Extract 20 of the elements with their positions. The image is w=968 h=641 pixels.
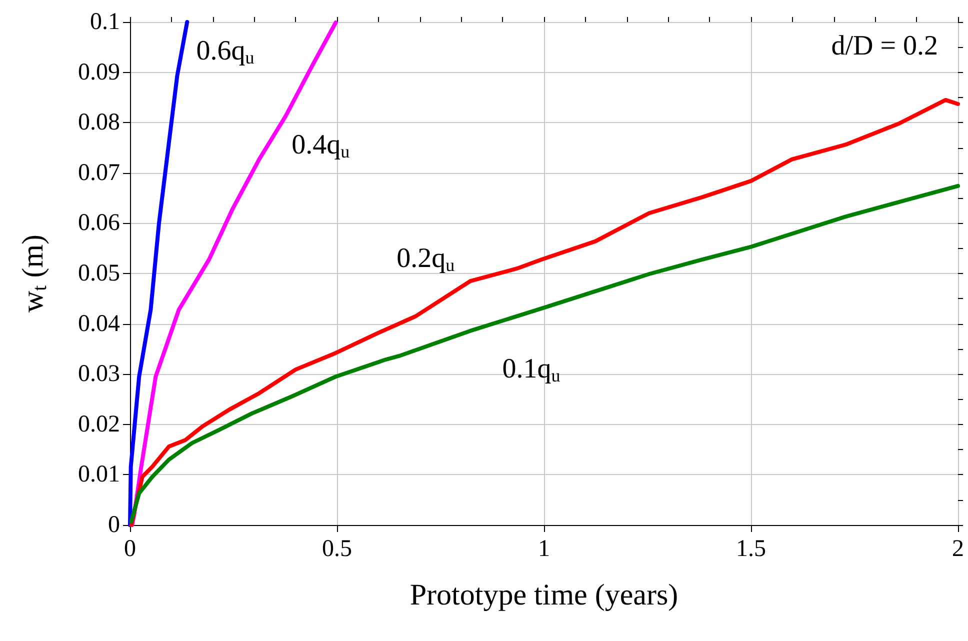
- y-tick-label: 0.02: [78, 411, 120, 438]
- x-tick-label: 1: [538, 536, 550, 562]
- y-tick-label: 0.04: [78, 310, 120, 337]
- line-series: [129, 184, 960, 524]
- y-tick-label: 0.05: [78, 260, 120, 286]
- y-tick-label: 0.03: [78, 361, 120, 388]
- y-tick-label: 0.06: [78, 210, 120, 236]
- y-tick-label: 0.08: [78, 110, 120, 136]
- x-tick-label: 0.5: [322, 536, 352, 562]
- y-tick-label: 0: [108, 512, 120, 538]
- y-axis-title: wt (m): [16, 234, 51, 313]
- x-tick-label: 1.5: [736, 536, 766, 562]
- y-tick-label: 0.09: [78, 59, 120, 86]
- x-axis-title: Prototype time (years): [410, 578, 678, 612]
- y-tick-label: 0.1: [90, 9, 120, 35]
- y-tick-label: 0.01: [78, 462, 120, 488]
- x-tick-label: 2: [952, 536, 964, 562]
- annotation: d/D = 0.2: [831, 30, 938, 62]
- x-tick-label: 0: [124, 536, 136, 562]
- y-tick-label: 0.07: [78, 160, 120, 186]
